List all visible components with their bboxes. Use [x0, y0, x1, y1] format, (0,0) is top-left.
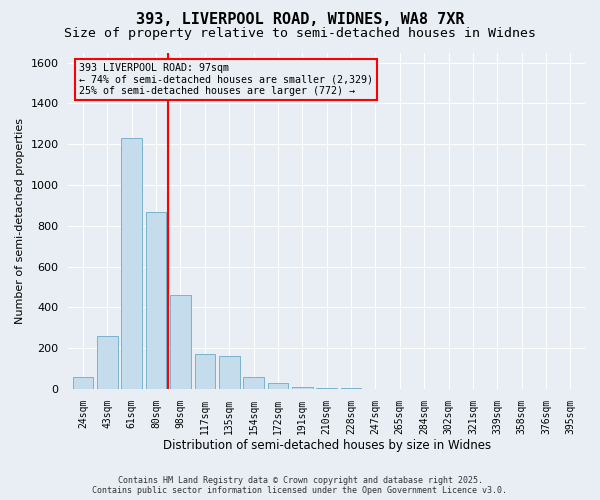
Bar	[316, 388, 337, 389]
Text: Contains HM Land Registry data © Crown copyright and database right 2025.
Contai: Contains HM Land Registry data © Crown c…	[92, 476, 508, 495]
Bar	[219, 356, 239, 389]
Bar	[170, 295, 191, 389]
Bar	[268, 383, 289, 389]
Bar	[146, 212, 166, 389]
Bar	[292, 387, 313, 389]
Text: 393, LIVERPOOL ROAD, WIDNES, WA8 7XR: 393, LIVERPOOL ROAD, WIDNES, WA8 7XR	[136, 12, 464, 28]
Y-axis label: Number of semi-detached properties: Number of semi-detached properties	[15, 118, 25, 324]
Bar	[97, 336, 118, 389]
Bar	[73, 376, 94, 389]
Text: 393 LIVERPOOL ROAD: 97sqm
← 74% of semi-detached houses are smaller (2,329)
25% : 393 LIVERPOOL ROAD: 97sqm ← 74% of semi-…	[79, 62, 373, 96]
Bar	[194, 354, 215, 389]
Bar	[341, 388, 361, 389]
Bar	[121, 138, 142, 389]
Bar	[243, 376, 264, 389]
X-axis label: Distribution of semi-detached houses by size in Widnes: Distribution of semi-detached houses by …	[163, 440, 491, 452]
Text: Size of property relative to semi-detached houses in Widnes: Size of property relative to semi-detach…	[64, 26, 536, 40]
